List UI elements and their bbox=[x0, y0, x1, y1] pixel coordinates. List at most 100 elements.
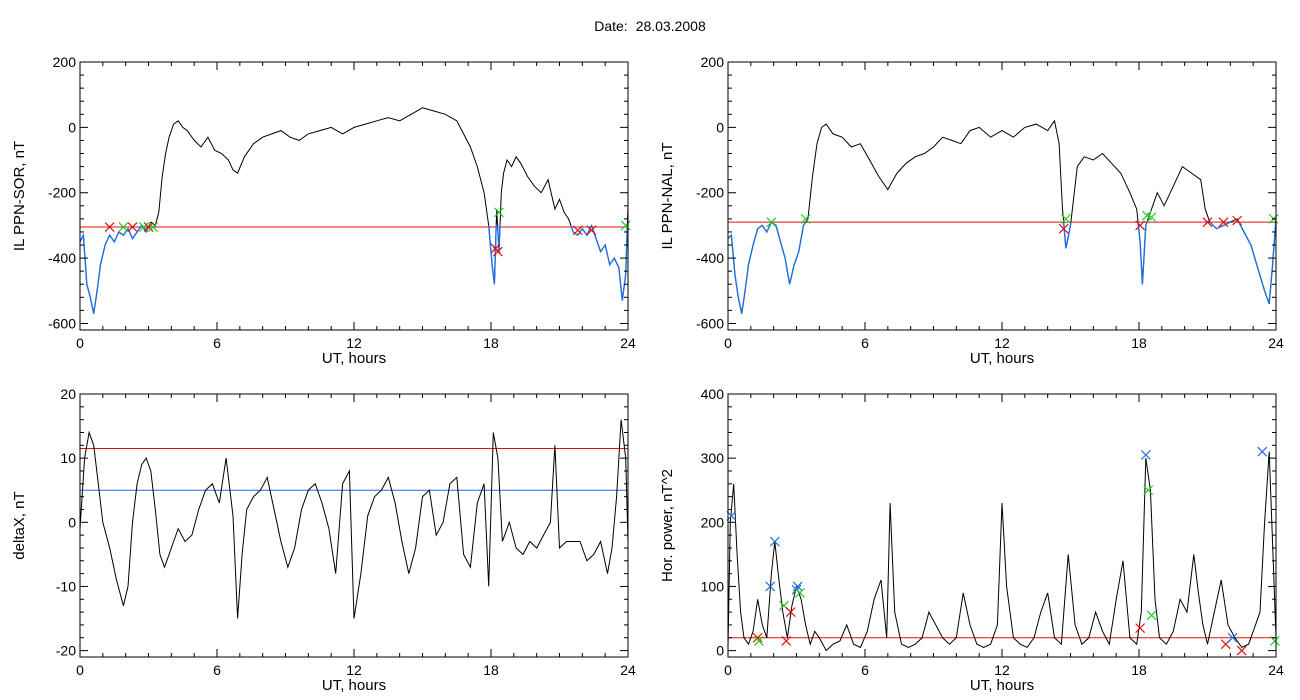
event-marker-stroke bbox=[118, 222, 129, 232]
y-tick-label: 200 bbox=[701, 54, 725, 70]
y-axis-label: IL PPN-NAL, nT bbox=[659, 143, 676, 250]
event-marker-stroke bbox=[766, 217, 777, 228]
event-marker bbox=[1140, 450, 1151, 460]
y-axis-label: deltaX, nT bbox=[11, 491, 28, 559]
plot-frame bbox=[79, 61, 629, 331]
x-tick-label: 18 bbox=[1131, 662, 1147, 678]
x-axis-label: UT, hours bbox=[322, 677, 386, 694]
event-marker bbox=[800, 213, 811, 224]
event-marker-stroke bbox=[785, 607, 796, 618]
event-marker bbox=[1257, 446, 1268, 457]
y-tick-label: 200 bbox=[53, 54, 77, 70]
x-tick-label: 24 bbox=[620, 335, 636, 351]
event-marker bbox=[492, 246, 503, 257]
date-value: 28.03.2008 bbox=[635, 18, 706, 34]
event-marker bbox=[620, 220, 631, 231]
event-marker-stroke bbox=[800, 213, 811, 224]
event-marker bbox=[1135, 220, 1146, 231]
event-marker-stroke bbox=[795, 587, 805, 598]
y-tick-label: 400 bbox=[701, 386, 725, 402]
event-marker bbox=[785, 607, 796, 618]
event-marker-stroke bbox=[490, 243, 501, 254]
chart-panel-2: 0 6 12 18 24 -600 -400 -200 0 200 UT, hours IL PPN-… bbox=[659, 54, 1284, 367]
x-tick-label: 6 bbox=[861, 335, 869, 351]
event-marker-stroke bbox=[148, 222, 158, 232]
event-marker bbox=[494, 207, 504, 218]
event-marker bbox=[1146, 212, 1157, 223]
event-marker-stroke bbox=[620, 220, 631, 231]
y-tick-label: 300 bbox=[701, 450, 725, 466]
event-marker-stroke bbox=[1058, 223, 1069, 234]
x-tick-label: 0 bbox=[724, 662, 732, 678]
page-title: Date: 28.03.2008 bbox=[0, 18, 1300, 34]
event-marker bbox=[1146, 610, 1157, 621]
y-tick-label: -200 bbox=[48, 185, 76, 201]
event-marker bbox=[765, 581, 776, 592]
event-marker bbox=[1202, 217, 1213, 228]
event-marker-stroke bbox=[753, 636, 764, 646]
event-marker-stroke bbox=[1135, 623, 1146, 634]
y-axis-label: IL PPN-SOR, nT bbox=[11, 141, 28, 251]
event-marker-stroke bbox=[1142, 210, 1152, 221]
event-marker bbox=[143, 222, 154, 232]
event-marker-stroke bbox=[752, 632, 763, 643]
x-tick-label: 24 bbox=[620, 662, 636, 678]
event-marker-stroke bbox=[1269, 636, 1280, 646]
chart-panel-3: 0 6 12 18 24 -20 -10 0 10 20 UT, hours deltaX, nT bbox=[11, 386, 636, 694]
event-marker bbox=[148, 222, 158, 232]
event-marker-stroke bbox=[769, 536, 780, 547]
event-marker-stroke bbox=[781, 636, 792, 646]
event-marker bbox=[1143, 485, 1154, 496]
event-marker-stroke bbox=[1146, 610, 1157, 621]
event-marker bbox=[104, 222, 115, 232]
event-marker bbox=[139, 222, 149, 232]
event-marker-stroke bbox=[1143, 485, 1154, 496]
event-marker-stroke bbox=[1061, 213, 1071, 224]
event-marker bbox=[795, 587, 805, 598]
event-marker bbox=[781, 636, 792, 646]
data-series-line bbox=[728, 451, 1276, 652]
y-tick-label: -600 bbox=[696, 315, 724, 331]
event-marker bbox=[1135, 623, 1146, 634]
event-marker-stroke bbox=[586, 225, 597, 236]
x-tick-label: 24 bbox=[1268, 662, 1284, 678]
event-marker-stroke bbox=[1135, 220, 1146, 231]
event-marker bbox=[1218, 217, 1229, 228]
event-marker bbox=[1061, 213, 1071, 224]
event-marker-stroke bbox=[139, 222, 149, 232]
data-series-line bbox=[80, 419, 628, 619]
x-tick-label: 18 bbox=[483, 335, 499, 351]
event-marker bbox=[586, 225, 597, 236]
x-tick-label: 0 bbox=[76, 335, 84, 351]
x-tick-label: 6 bbox=[213, 662, 221, 678]
event-marker-stroke bbox=[492, 246, 503, 257]
data-series-line bbox=[80, 107, 628, 314]
date-label: Date: bbox=[594, 18, 628, 34]
x-tick-label: 12 bbox=[994, 335, 1010, 351]
event-marker-stroke bbox=[1257, 446, 1268, 457]
y-tick-label: -600 bbox=[48, 315, 76, 331]
event-marker-stroke bbox=[1146, 212, 1157, 223]
y-tick-label: 10 bbox=[60, 450, 76, 466]
x-tick-label: 24 bbox=[1268, 335, 1284, 351]
event-marker-stroke bbox=[572, 225, 583, 236]
event-marker-stroke bbox=[1140, 450, 1151, 460]
x-tick-label: 18 bbox=[1131, 335, 1147, 351]
y-axis-label: Hor. power, nT^2 bbox=[659, 469, 676, 582]
event-marker-stroke bbox=[765, 581, 776, 592]
event-marker-stroke bbox=[494, 207, 504, 218]
event-marker-stroke bbox=[1232, 215, 1243, 226]
event-marker-stroke bbox=[1218, 217, 1229, 228]
y-tick-label: 0 bbox=[716, 119, 724, 135]
data-series-below-threshold bbox=[80, 225, 628, 314]
y-tick-label: -20 bbox=[56, 643, 76, 659]
y-tick-label: -200 bbox=[696, 185, 724, 201]
event-marker bbox=[766, 217, 777, 228]
event-marker-stroke bbox=[104, 222, 115, 232]
x-tick-label: 12 bbox=[994, 662, 1010, 678]
x-axis-label: UT, hours bbox=[970, 350, 1034, 367]
x-tick-label: 12 bbox=[346, 335, 362, 351]
data-series-line bbox=[728, 119, 1276, 314]
event-marker bbox=[1236, 645, 1247, 656]
